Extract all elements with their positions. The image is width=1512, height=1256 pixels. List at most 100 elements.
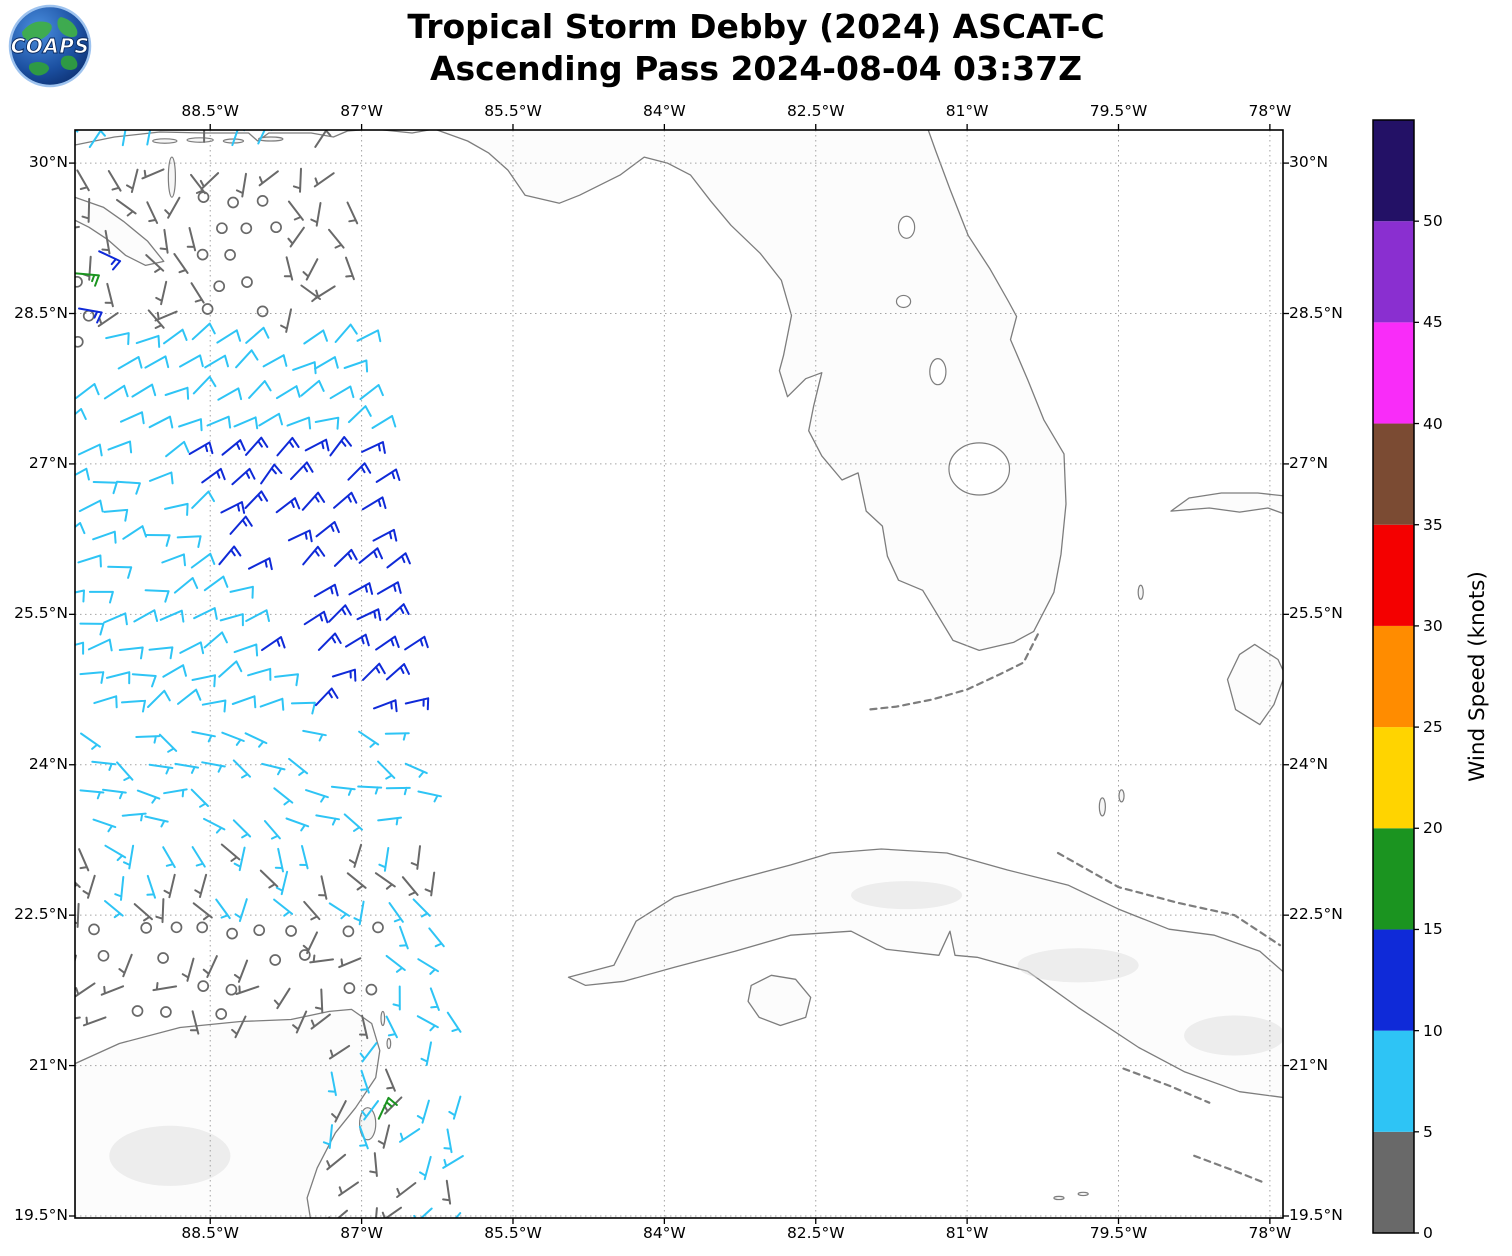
wind-barb	[164, 502, 189, 516]
wind-barb	[303, 329, 328, 345]
wind-barb	[314, 130, 332, 148]
wind-barb	[331, 668, 357, 682]
wind-barb	[276, 436, 300, 457]
coaps-logo: COAPS	[8, 4, 92, 92]
wind-barb	[176, 535, 202, 548]
title-line-1: Tropical Storm Debby (2024) ASCAT-C	[407, 7, 1105, 46]
wind-barb	[404, 635, 429, 651]
wind-barb	[204, 354, 229, 369]
wind-barb	[322, 1124, 333, 1149]
wind-barb	[392, 985, 401, 1011]
wind-barb	[75, 130, 79, 133]
wind-barb	[144, 355, 170, 369]
wind-barb	[347, 462, 372, 481]
barrier-isle-dauphin	[258, 136, 284, 142]
wind-barb	[221, 731, 245, 746]
wind-barb	[40, 194, 63, 201]
wind-barb	[371, 415, 397, 429]
wind-barb	[179, 641, 205, 655]
wind-barb	[75, 902, 80, 928]
jardines-de-la-reina-cays	[1122, 1067, 1211, 1104]
wind-barb	[299, 845, 309, 870]
wind-barb	[304, 438, 330, 452]
wind-barb	[333, 491, 358, 509]
wind-barb	[235, 172, 247, 198]
wind-barb	[105, 332, 130, 346]
wind-barb	[358, 730, 380, 748]
wind-barb	[328, 604, 352, 623]
wind-barb	[303, 900, 321, 921]
wind-barb	[190, 282, 205, 304]
colorbar-label-text: Wind Speed (knots)	[1464, 571, 1490, 782]
cay-sal	[1118, 789, 1125, 803]
wind-barb	[233, 416, 259, 430]
mississippi-delta	[75, 196, 165, 267]
wind-barb	[92, 818, 117, 833]
wind-barb	[259, 697, 285, 711]
wind-barb	[232, 819, 252, 839]
wind-barb	[221, 439, 246, 456]
wind-barb	[263, 820, 281, 840]
wind-barb	[377, 760, 396, 780]
wind-barb	[343, 359, 369, 373]
wind-barb	[186, 227, 197, 252]
wind-barb	[287, 200, 304, 221]
wind-barb	[377, 816, 402, 826]
wind-barb	[257, 130, 273, 145]
wind-barb	[231, 695, 257, 709]
wind-barb	[245, 436, 269, 456]
calm-wind-circle	[256, 195, 269, 207]
calm-wind-circle	[270, 221, 282, 234]
wind-barb	[220, 501, 246, 514]
wind-barb	[231, 130, 246, 147]
wind-barb	[315, 521, 340, 538]
wind-barb	[101, 229, 111, 255]
wind-barb	[75, 467, 90, 481]
wind-barb	[159, 228, 169, 254]
wind-barb	[191, 322, 216, 341]
wind-barb	[178, 418, 203, 432]
chandeleur-islands	[167, 156, 177, 198]
wind-barb	[192, 902, 213, 921]
plot-title: Tropical Storm Debby (2024) ASCAT-C Asce…	[0, 6, 1512, 90]
calm-wind-circle	[269, 954, 282, 966]
wind-barb	[413, 1207, 433, 1218]
wind-barb	[75, 408, 87, 420]
calm-wind-circle	[241, 276, 253, 288]
wind-barb	[191, 674, 216, 688]
wind-barb	[345, 256, 355, 281]
wind-barb	[98, 250, 122, 271]
lake-george	[897, 215, 916, 239]
wind-barb	[203, 575, 229, 592]
wind-barb	[102, 788, 127, 800]
wind-barb	[164, 386, 190, 400]
wind-barb	[328, 902, 351, 920]
wind-barb	[374, 872, 396, 890]
wind-barb	[80, 732, 101, 750]
wind-barb	[348, 582, 374, 596]
wind-barb	[288, 757, 309, 776]
wind-barb	[348, 843, 363, 868]
little-cayman	[1053, 1195, 1065, 1201]
wind-barb	[362, 662, 386, 681]
calm-wind-circle	[170, 921, 183, 934]
wind-barb	[92, 481, 118, 495]
wind-barb	[248, 557, 273, 571]
wind-barb	[199, 172, 220, 190]
wind-barb	[300, 379, 325, 397]
wind-barb	[260, 463, 283, 485]
calm-wind-circle	[285, 925, 297, 937]
wind-barb	[420, 1041, 432, 1066]
wind-barb	[217, 387, 243, 401]
wind-barb	[314, 285, 336, 300]
wind-barb	[116, 480, 141, 495]
wind-barb	[396, 1182, 417, 1198]
colorbar-segment	[1373, 1030, 1414, 1132]
wind-barb	[193, 607, 218, 620]
wind-barb	[87, 638, 113, 652]
wind-barb	[280, 308, 292, 333]
wind-barb	[424, 871, 436, 897]
wind-barb	[412, 898, 431, 918]
calm-wind-circle	[224, 249, 236, 261]
